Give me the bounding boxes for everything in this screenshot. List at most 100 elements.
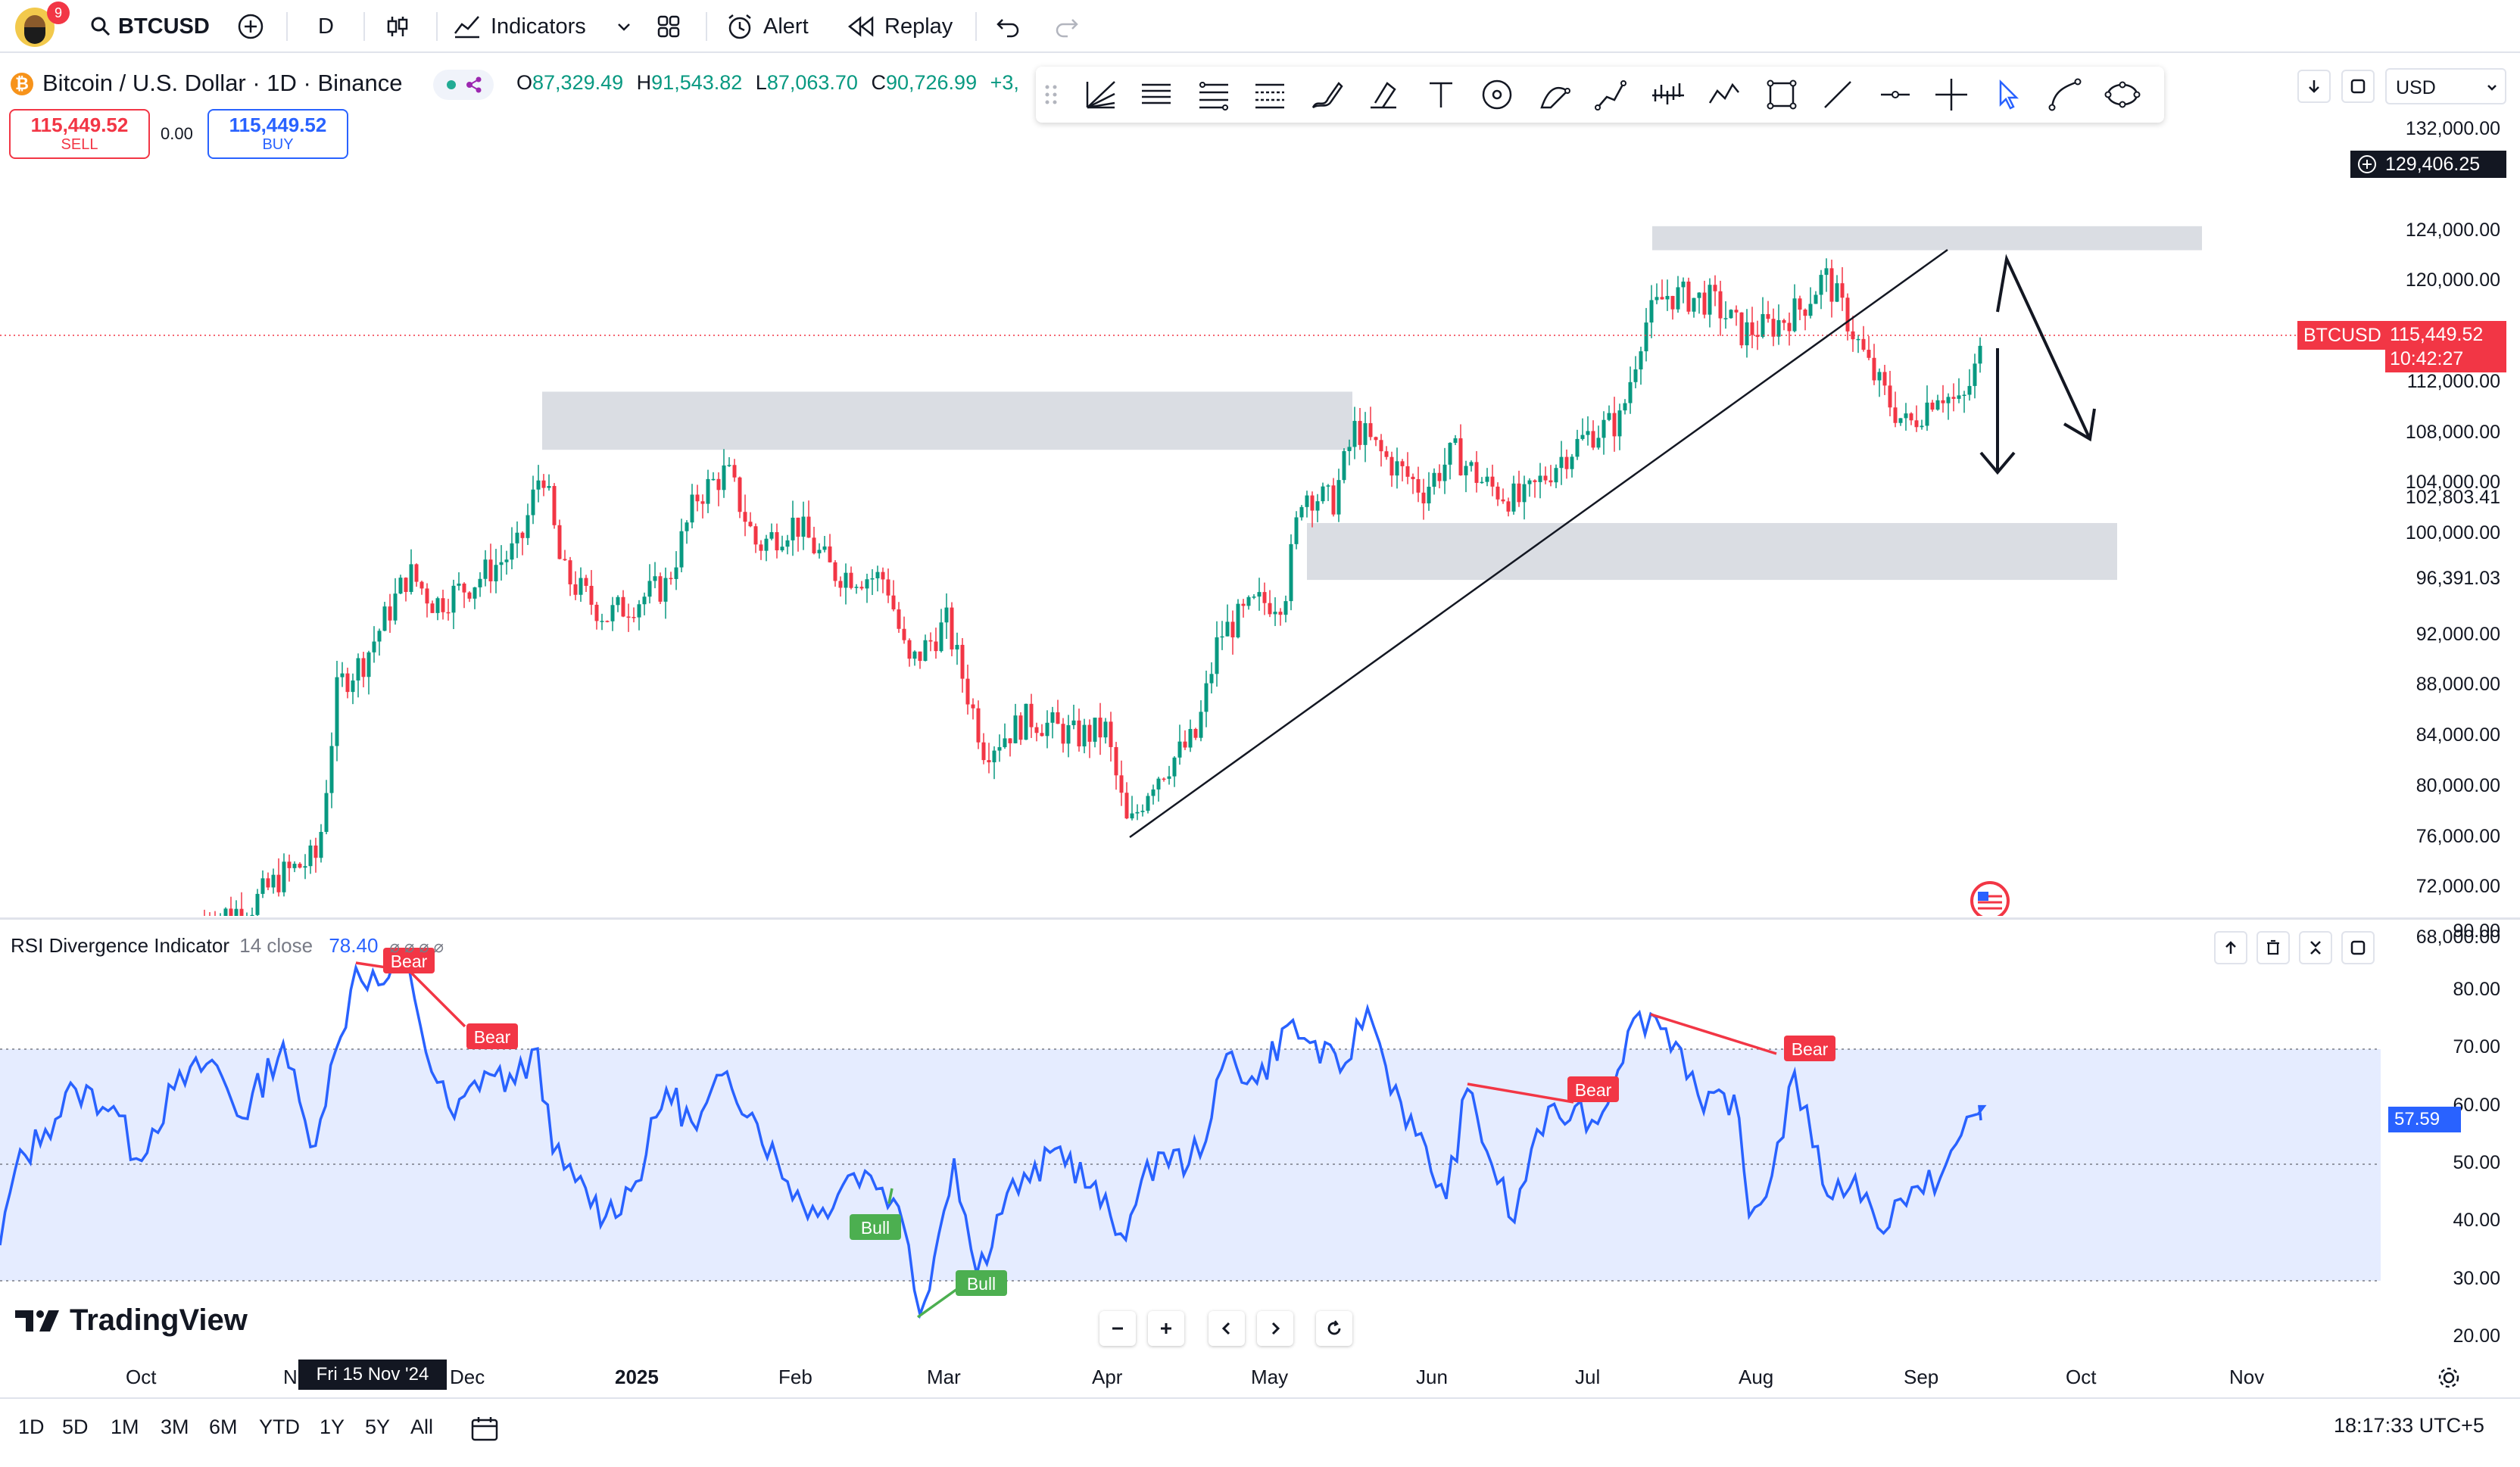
indicators-dropdown[interactable]: [615, 9, 633, 44]
bear-divergence-label[interactable]: Bear: [1784, 1036, 1835, 1061]
maximize-pane-button[interactable]: [2341, 70, 2375, 103]
replay-button[interactable]: Replay: [847, 9, 953, 44]
rsi-axis-label: 30.00: [2453, 1267, 2500, 1289]
candle-up: [1946, 397, 1951, 403]
interval-button[interactable]: D: [318, 14, 334, 39]
bars-pattern-icon[interactable]: [1649, 76, 1687, 114]
move-pane-up-button[interactable]: [2214, 931, 2247, 964]
symbol-search-button[interactable]: BTCUSD: [89, 9, 210, 44]
scroll-right-button[interactable]: [1257, 1311, 1293, 1346]
projection-arrow-up-down[interactable]: [1996, 254, 2096, 442]
bull-divergence-label[interactable]: Bull: [850, 1214, 901, 1240]
candle-up: [722, 465, 726, 491]
candle-up: [1522, 484, 1527, 503]
candle-down: [838, 581, 843, 588]
brush-icon[interactable]: [1308, 76, 1346, 114]
alert-button[interactable]: Alert: [725, 9, 809, 44]
path-icon[interactable]: [1592, 76, 1630, 114]
maximize-rsi-pane-button[interactable]: [2341, 931, 2375, 964]
curve-icon[interactable]: [2046, 76, 2084, 114]
candle-down: [1867, 350, 1871, 358]
bull-divergence-label[interactable]: Bull: [956, 1270, 1007, 1296]
rectangle-icon[interactable]: [1763, 76, 1801, 114]
text-icon[interactable]: [1422, 76, 1460, 114]
sell-price: 115,449.52: [30, 113, 129, 136]
trend-line[interactable]: [1129, 248, 1948, 839]
fib-retracement-icon[interactable]: [1195, 76, 1233, 114]
candle-down: [812, 537, 816, 553]
candle-down: [404, 578, 408, 592]
range-button-5y[interactable]: 5Y: [365, 1416, 391, 1438]
flag-icon[interactable]: [1970, 881, 2010, 916]
price-axis-label: 84,000.00: [2416, 724, 2500, 746]
zoom-out-button[interactable]: [1099, 1311, 1136, 1346]
clock-timezone[interactable]: 18:17:33 UTC+5: [2334, 1414, 2484, 1437]
delete-pane-button[interactable]: [2256, 931, 2290, 964]
indicators-button[interactable]: Indicators: [453, 9, 586, 44]
scroll-left-button[interactable]: [1209, 1311, 1245, 1346]
horizontal-ray-icon[interactable]: [1876, 76, 1914, 114]
range-button-1d[interactable]: 1D: [18, 1416, 45, 1438]
candle-up: [1156, 778, 1161, 790]
candle-up: [1639, 351, 1643, 370]
rsi-title: RSI Divergence Indicator: [11, 934, 230, 957]
chart-type-button[interactable]: [385, 9, 410, 44]
candle-down: [1548, 480, 1553, 483]
scroll-to-realtime-button[interactable]: [2297, 70, 2331, 103]
time-axis-label: Jun: [1416, 1366, 1448, 1388]
range-button-1y[interactable]: 1Y: [320, 1416, 345, 1438]
chart-title[interactable]: Bitcoin / U.S. Dollar · 1D · Binance: [42, 70, 403, 96]
cursor-arrow-icon[interactable]: [1990, 76, 2028, 114]
target-icon[interactable]: [1478, 76, 1516, 114]
sell-button[interactable]: 115,449.52 SELL: [9, 109, 150, 159]
range-button-ytd[interactable]: YTD: [259, 1416, 300, 1438]
market-status-pill[interactable]: [433, 70, 494, 100]
go-to-date-button[interactable]: [469, 1416, 500, 1448]
rsi-pane[interactable]: Bear Bear Bull Bull Bear Bear: [0, 920, 2381, 1358]
bear-divergence-label[interactable]: Bear: [466, 1023, 518, 1049]
layout-button[interactable]: [656, 9, 681, 44]
candle-up: [1326, 485, 1330, 487]
range-button-6m[interactable]: 6M: [209, 1416, 238, 1438]
collapse-pane-button[interactable]: [2299, 931, 2332, 964]
range-button-1m[interactable]: 1M: [111, 1416, 139, 1438]
pitchfan-icon[interactable]: [1081, 76, 1119, 114]
horizontal-lines-icon[interactable]: [1137, 76, 1175, 114]
range-button-all[interactable]: All: [410, 1416, 434, 1438]
candle-down: [520, 532, 525, 538]
notification-badge[interactable]: 9: [47, 2, 70, 24]
pane-separator[interactable]: [0, 917, 2520, 920]
bear-divergence-label[interactable]: Bear: [1567, 1076, 1619, 1102]
range-button-5d[interactable]: 5D: [62, 1416, 89, 1438]
redo-button[interactable]: [1054, 9, 1080, 44]
gann-box-icon[interactable]: [1251, 76, 1289, 114]
zigzag-icon[interactable]: [1705, 76, 1743, 114]
supply-demand-zone[interactable]: [542, 391, 1352, 450]
trend-line-icon[interactable]: [1819, 76, 1857, 114]
price-chart[interactable]: [0, 114, 2378, 916]
range-button-3m[interactable]: 3M: [161, 1416, 189, 1438]
supply-demand-zone[interactable]: [1652, 226, 2202, 251]
undo-button[interactable]: [995, 9, 1021, 44]
candle-up: [1315, 501, 1320, 511]
reset-chart-button[interactable]: [1316, 1311, 1352, 1346]
ellipse-icon[interactable]: [2104, 76, 2141, 114]
crosshair-icon[interactable]: [1932, 76, 1970, 114]
projection-arrow-down[interactable]: [1979, 348, 2016, 475]
bear-divergence-label[interactable]: Bear: [383, 948, 435, 973]
tradingview-logo[interactable]: TradingView: [14, 1303, 248, 1338]
candle-up: [303, 866, 307, 868]
bar-countdown: 10:42:27: [2390, 348, 2464, 369]
zoom-in-button[interactable]: [1148, 1311, 1184, 1346]
rsi-legend[interactable]: RSI Divergence Indicator 14 close 78.40 …: [11, 934, 444, 958]
supply-demand-zone[interactable]: [1307, 522, 2117, 581]
settings-gear-icon[interactable]: [2437, 1366, 2461, 1390]
candle-up: [1453, 438, 1458, 444]
highlighter-icon[interactable]: [1364, 76, 1402, 114]
time-axis-label: Jul: [1575, 1366, 1601, 1388]
buy-button[interactable]: 115,449.52 BUY: [207, 109, 348, 159]
drag-handle-icon[interactable]: [1042, 76, 1060, 114]
currency-select[interactable]: USD: [2385, 68, 2506, 104]
arc-pattern-icon[interactable]: [1536, 76, 1573, 114]
add-symbol-button[interactable]: [236, 9, 265, 44]
